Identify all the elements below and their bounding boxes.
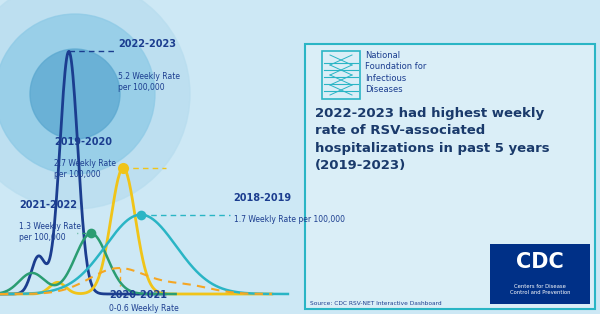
Text: 2.7 Weekly Rate
per 100,000: 2.7 Weekly Rate per 100,000 xyxy=(55,159,116,179)
Bar xyxy=(322,51,360,99)
Text: 2022-2023 had highest weekly
rate of RSV-associated
hospitalizations in past 5 y: 2022-2023 had highest weekly rate of RSV… xyxy=(315,107,550,172)
Circle shape xyxy=(0,14,155,174)
Text: 1.3 Weekly Rate
per 100,000: 1.3 Weekly Rate per 100,000 xyxy=(19,222,81,242)
Text: Centers for Disease
Control and Prevention: Centers for Disease Control and Preventi… xyxy=(510,284,570,295)
Text: 5.2 Weekly Rate
per 100,000: 5.2 Weekly Rate per 100,000 xyxy=(118,72,181,92)
Text: National
Foundation for
Infectious
Diseases: National Foundation for Infectious Disea… xyxy=(365,51,427,94)
Text: Source: CDC RSV-NET Interactive Dashboard: Source: CDC RSV-NET Interactive Dashboar… xyxy=(310,301,442,306)
Text: 0-0.6 Weekly Rate
per 100,000: 0-0.6 Weekly Rate per 100,000 xyxy=(109,304,179,314)
Bar xyxy=(490,244,590,304)
Text: 2021-2022: 2021-2022 xyxy=(19,200,77,210)
Text: 2022-2023: 2022-2023 xyxy=(118,39,176,49)
Bar xyxy=(305,44,595,309)
Text: 1.7 Weekly Rate per 100,000: 1.7 Weekly Rate per 100,000 xyxy=(233,215,344,224)
Circle shape xyxy=(0,0,190,209)
Text: 2018-2019: 2018-2019 xyxy=(233,193,292,203)
Circle shape xyxy=(30,49,120,139)
Text: 2020-2021: 2020-2021 xyxy=(109,290,167,300)
Text: CDC: CDC xyxy=(516,252,564,272)
Text: 2019-2020: 2019-2020 xyxy=(55,137,112,147)
